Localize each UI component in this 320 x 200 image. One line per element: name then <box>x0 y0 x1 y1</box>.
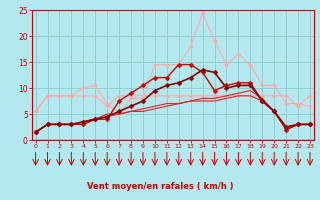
Text: Vent moyen/en rafales ( km/h ): Vent moyen/en rafales ( km/h ) <box>87 182 233 191</box>
